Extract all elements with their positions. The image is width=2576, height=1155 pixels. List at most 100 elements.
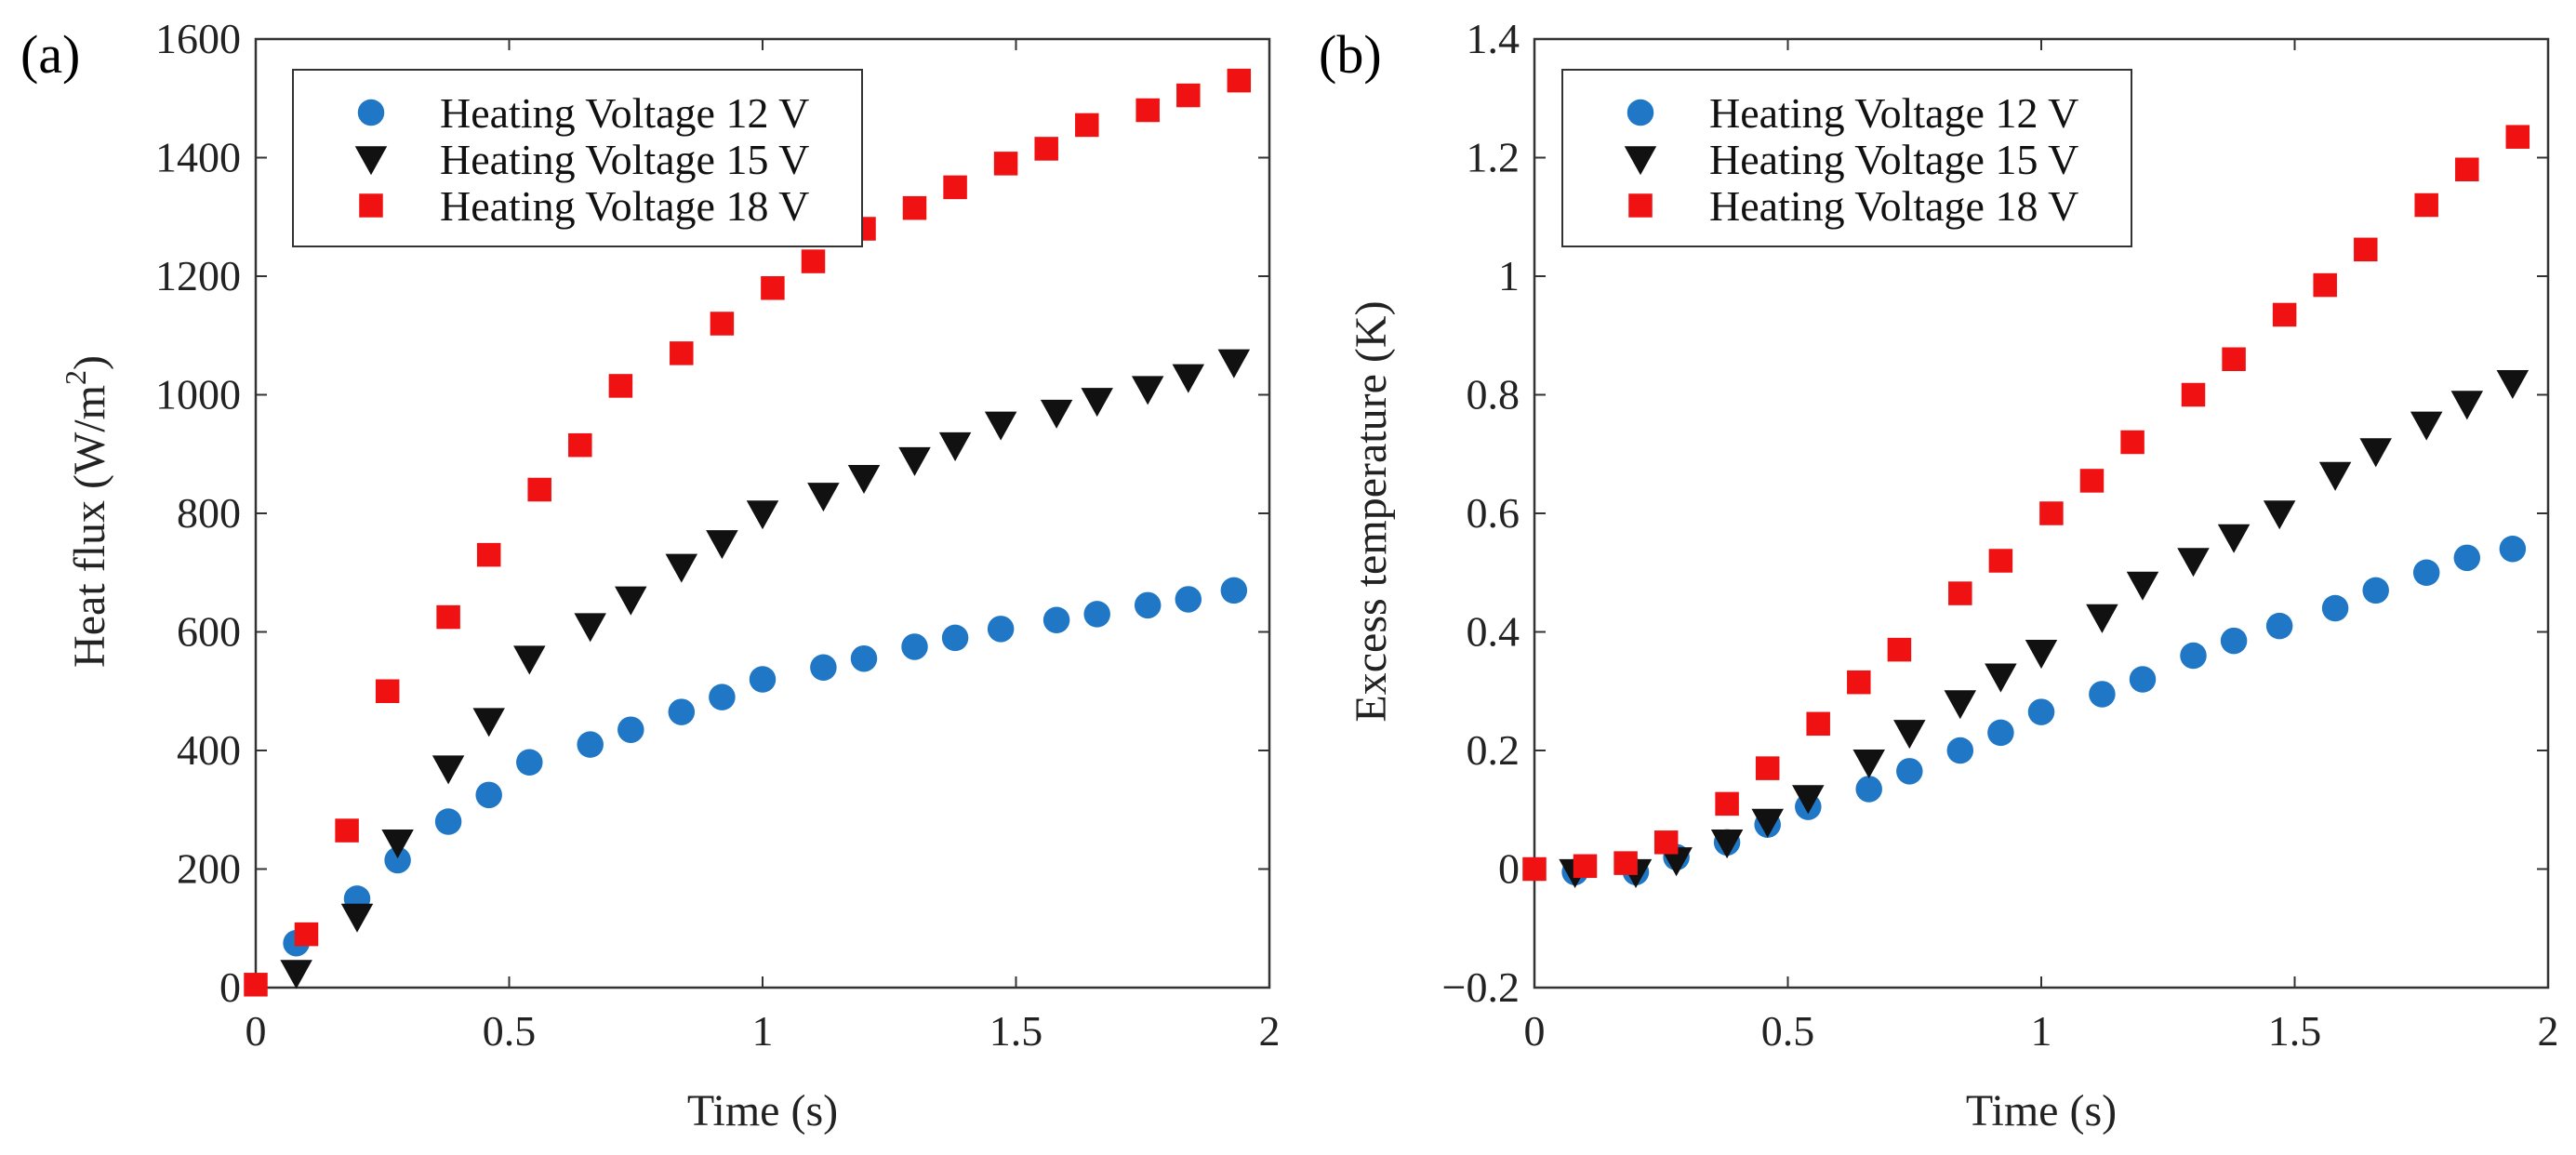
series-circle [1561,536,2527,885]
panel-a-y-axis-label-main: Heat flux (W/m [65,385,114,668]
data-point [432,755,465,785]
x-tick-label: 1.5 [989,1007,1043,1055]
y-tick-label: 1.4 [1467,15,1520,62]
y-tick-label: 600 [177,608,241,656]
legend-entry-label: Heating Voltage 18 V [1709,182,2078,230]
data-point [527,477,551,502]
data-point [2120,430,2144,455]
data-point [434,808,462,835]
y-tick-label: 1.2 [1467,134,1520,181]
panel-b: (b) Excess temperature (K) Time (s) 0 0.5… [1319,15,2559,1135]
data-point [2318,461,2352,491]
data-point [577,731,604,758]
data-point [516,749,543,776]
legend-marker [354,146,388,176]
data-point [1134,591,1162,619]
x-tick-label: 1 [2031,1007,2052,1055]
data-point [761,276,785,300]
y-tick-label: 0 [219,963,241,1011]
x-tick-label: 1 [752,1007,774,1055]
y-tick-label: −0.2 [1442,963,1520,1011]
data-point [938,431,972,461]
data-point [2499,536,2527,563]
data-point [1075,113,1099,138]
data-point [2272,302,2297,327]
legend-box [292,69,863,247]
data-point [993,152,1018,176]
series-triangle-down [280,349,1251,989]
data-point [2450,391,2484,420]
data-point [1653,830,1679,855]
panel-b-y-axis-label-group: Excess temperature (K) [1347,300,1396,722]
y-tick-label: 0.8 [1467,371,1520,418]
data-point [1948,581,1972,605]
data-point [1131,376,1164,405]
data-point [615,586,647,616]
series-square [244,68,1252,997]
data-point [436,604,460,630]
data-point [1847,670,1871,695]
data-point [472,708,505,737]
data-point [513,645,546,675]
y-tick-label: 400 [177,726,241,774]
data-point [1522,856,1547,882]
y-tick-label: 0.2 [1467,726,1520,774]
data-point [847,464,881,494]
y-tick-label: 1600 [155,15,241,62]
data-point [335,818,359,843]
y-tick-label: 1 [1498,252,1520,299]
data-point [2027,698,2055,725]
data-point [2359,438,2392,468]
data-point [2039,501,2064,525]
y-tick-label: 1400 [155,134,241,181]
data-point [746,500,779,530]
legend-box [1561,69,2132,247]
data-point [665,553,698,583]
data-point [1987,719,2014,747]
data-point [244,973,268,997]
data-point [941,624,969,652]
legend-entry-label: Heating Voltage 18 V [440,182,809,230]
panel-a-plot-area: 0 0.5 1 1.5 2 0 200 400 600 800 1000 1200 1400 1600 [155,15,1281,1055]
data-point [1710,830,1744,859]
y-tick-label: 0.6 [1467,489,1520,537]
data-point [1227,68,1252,93]
data-point [1751,808,1784,838]
data-point [568,432,592,458]
x-tick-label: 0.5 [483,1007,537,1055]
data-point [574,613,606,643]
data-point [1217,349,1251,378]
data-point [1896,758,1923,785]
panel-a-label: (a) [20,24,80,85]
data-point [2313,272,2337,298]
y-tick-label: 800 [177,489,241,537]
data-point [987,616,1015,643]
data-point [1792,785,1825,815]
data-point [2453,544,2481,572]
data-point [749,666,777,693]
data-point [984,411,1017,441]
data-point [1985,663,2017,693]
legend-marker [1627,99,1654,126]
data-point [850,644,878,672]
data-point [2412,559,2440,586]
data-point [709,684,736,710]
data-point [1806,711,1830,737]
data-point [898,446,931,476]
data-point [1175,586,1202,613]
data-point [1573,854,1598,879]
data-point [2321,594,2349,622]
data-point [2505,125,2530,149]
x-tick-label: 2 [2538,1007,2559,1055]
data-point [1613,851,1638,875]
data-point [801,249,826,273]
y-tick-label: 1000 [155,371,241,418]
legend-marker [357,99,385,126]
legend-marker [1628,193,1653,218]
data-point [2354,237,2378,262]
series-circle [283,577,1248,957]
panel-b-y-axis-label-main: Excess temperature (K) [1347,300,1396,722]
data-point [384,846,411,874]
panel-b-label: (b) [1319,24,1382,85]
